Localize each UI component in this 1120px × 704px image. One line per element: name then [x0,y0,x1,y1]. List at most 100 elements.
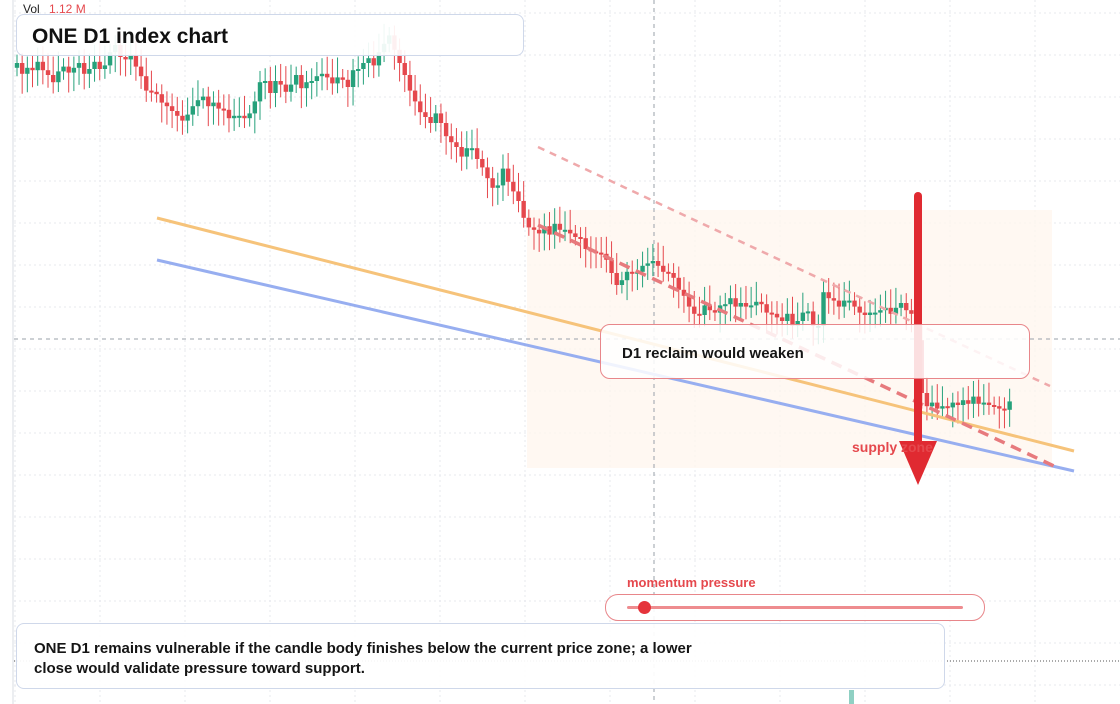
candle-body [624,271,630,281]
candle-body [288,84,294,92]
candle-body [573,233,578,237]
candle-body [66,66,71,73]
candle-body [340,77,345,80]
candle-body [454,142,459,147]
candle-body [133,54,139,67]
volume-label: Vol [23,2,40,16]
candle-body [583,238,588,249]
callout-text: D1 reclaim would weaken [622,345,804,362]
candle-body [200,96,206,101]
candle-body [123,57,128,60]
candle-body [87,69,92,74]
candle-body [71,67,77,73]
chart-title: ONE D1 index chart [32,25,229,48]
candle-body [567,229,573,234]
candle-body [562,229,568,232]
candle-body [945,406,950,409]
candle-body [873,312,878,315]
candle-body [50,75,56,83]
candle-body [661,265,666,272]
lower-dashed-channel [537,223,1055,468]
candle-body [764,304,769,313]
momentum-knob[interactable] [637,601,651,614]
candle-body [578,237,583,239]
candle-body [314,76,320,81]
candle-body [19,63,25,74]
bearish-arrow-head [899,441,937,485]
candle-body [805,311,811,314]
candle-body [790,313,795,326]
candle-body [350,70,356,87]
candle-body [371,58,376,66]
candle-body [319,73,325,77]
candle-body [785,313,790,321]
candle-body [614,273,619,285]
candle-body [485,167,490,179]
candle-body [712,310,718,313]
candle-body [557,223,563,230]
candle-body [325,73,330,78]
candle-body [888,307,893,314]
candle-body [536,229,542,234]
candle-body [273,81,278,93]
candle-body [159,94,164,103]
candle-body [929,402,935,407]
candle-body [991,405,997,407]
candle-body [149,90,154,93]
candle-body [521,201,526,218]
candle-body [676,277,681,290]
candle-body [650,261,656,264]
candle-body [107,52,113,66]
candle-body [748,305,754,308]
candle-body [997,406,1002,409]
candle-body [221,108,226,111]
candle-body [402,63,407,75]
candle-body [40,61,46,71]
candle-body [469,148,475,151]
candle-body [190,106,195,115]
candle-body [852,300,857,307]
candle-body [216,102,221,109]
candle-body [630,271,635,274]
candle-body [552,223,557,235]
candle-body [810,311,816,326]
candle-body [268,81,273,93]
candle-body [61,66,66,72]
candle-body [971,396,976,404]
candle-body [666,271,671,274]
candle-body [480,159,485,168]
candle-body [185,114,190,121]
candle-body [681,289,687,296]
candle-body [423,112,428,117]
supply-zone-label: supply zone [852,439,933,455]
candle-body [252,101,258,114]
candle-body [299,75,304,89]
candle-body [330,77,335,84]
candle-body [645,263,650,266]
candle-body [547,226,552,235]
candle-body [966,400,971,404]
candle-body [836,300,842,307]
analysis-note: ONE D1 remains vulnerable if the candle … [16,623,945,689]
momentum-gauge[interactable] [605,594,985,621]
candle-body [376,52,382,66]
candle-body [335,77,340,84]
candle-body [599,252,604,255]
candle-body [76,63,82,68]
candle-body [898,303,904,308]
candle-body [169,106,175,111]
title-panel: ONE D1 index chart [16,14,524,56]
candle-body [671,273,676,278]
reclaim-callout[interactable]: D1 reclaim would weaken [600,324,1030,379]
momentum-label: momentum pressure [627,575,756,590]
candle-body [278,81,283,85]
candle-body [226,109,232,119]
candle-body [857,306,862,313]
candle-body [154,91,159,95]
candle-body [500,168,506,186]
candle-body [418,101,423,113]
candle-body [779,317,785,321]
candle-body [304,82,309,89]
candle-body [505,168,511,182]
candle-body [955,402,961,405]
